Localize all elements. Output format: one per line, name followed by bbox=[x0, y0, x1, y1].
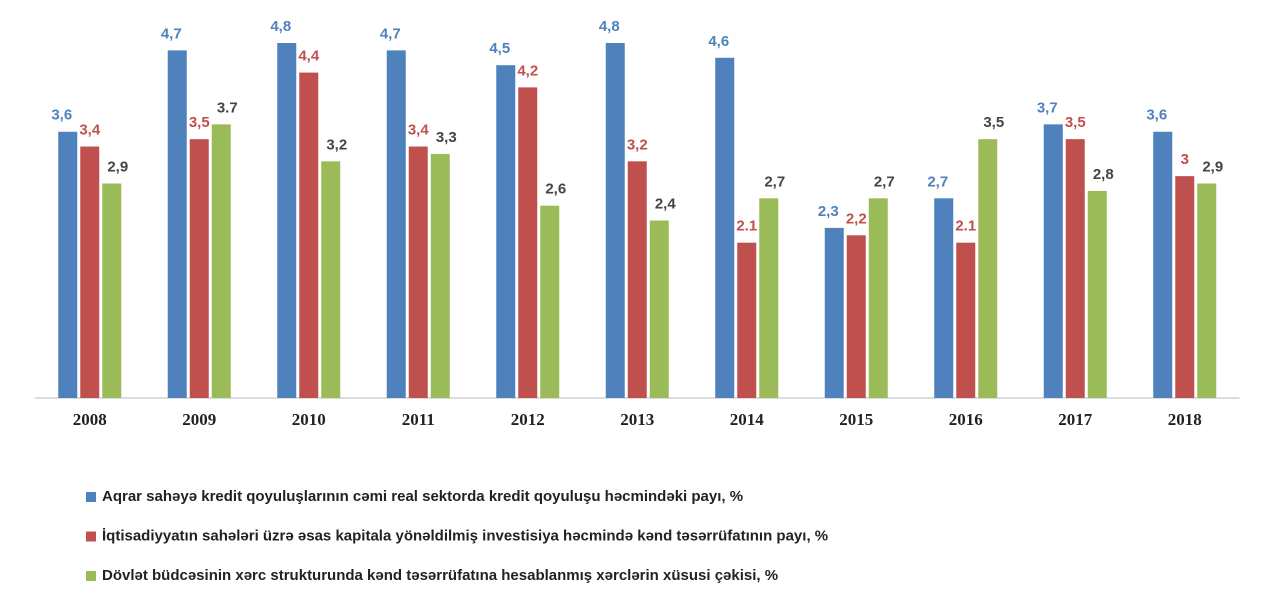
bar bbox=[759, 198, 779, 398]
value-label: 3,3 bbox=[436, 129, 457, 146]
legend-label: Aqrar sahəyə kredit qoyuluşlarının cəmi … bbox=[102, 488, 743, 505]
value-label: 3,4 bbox=[408, 122, 430, 139]
legend-swatch bbox=[86, 571, 96, 581]
x-tick-label: 2016 bbox=[949, 410, 983, 429]
bar bbox=[299, 72, 319, 398]
bar bbox=[934, 198, 954, 398]
value-label: 2,7 bbox=[927, 173, 948, 190]
bar bbox=[1197, 183, 1217, 398]
value-label: 4,7 bbox=[161, 25, 182, 42]
bar bbox=[408, 146, 428, 398]
bar bbox=[430, 153, 450, 398]
value-label: 2,2 bbox=[846, 210, 867, 227]
value-label: 3,6 bbox=[1146, 107, 1167, 124]
value-label: 2,7 bbox=[874, 173, 895, 190]
bar bbox=[1153, 131, 1173, 398]
bar bbox=[102, 183, 122, 398]
value-label: 2,3 bbox=[818, 203, 839, 220]
bar bbox=[277, 43, 297, 398]
bar bbox=[649, 220, 669, 398]
value-label: 2,4 bbox=[655, 195, 677, 212]
value-label: 2.1 bbox=[955, 218, 976, 235]
legend-label: Dövlət büdcəsinin xərc strukturunda kənd… bbox=[102, 567, 778, 584]
bar bbox=[540, 205, 560, 398]
bar bbox=[846, 235, 866, 398]
value-label: 2,8 bbox=[1093, 166, 1114, 183]
value-label: 2.1 bbox=[736, 218, 757, 235]
value-label: 2,9 bbox=[107, 158, 128, 175]
x-tick-label: 2015 bbox=[839, 410, 873, 429]
value-label: 2,9 bbox=[1202, 158, 1223, 175]
bar bbox=[58, 131, 78, 398]
value-label: 4,2 bbox=[517, 62, 538, 79]
bar bbox=[1175, 176, 1195, 398]
legend-label: İqtisadiyyatın sahələri üzrə əsas kapita… bbox=[102, 527, 828, 544]
value-label: 3.7 bbox=[217, 99, 238, 116]
x-tick-label: 2009 bbox=[182, 410, 216, 429]
value-label: 3,7 bbox=[1037, 99, 1058, 116]
legend-swatch bbox=[86, 492, 96, 502]
bar bbox=[868, 198, 888, 398]
x-tick-label: 2013 bbox=[620, 410, 654, 429]
bar bbox=[189, 139, 209, 399]
value-label: 4,8 bbox=[599, 18, 620, 35]
x-tick-label: 2011 bbox=[402, 410, 435, 429]
value-label: 2,7 bbox=[764, 173, 785, 190]
value-label: 3 bbox=[1181, 151, 1189, 168]
bar bbox=[627, 161, 647, 398]
value-label: 2,6 bbox=[545, 181, 566, 198]
bar bbox=[605, 43, 625, 398]
value-label: 3,5 bbox=[189, 114, 210, 131]
legend-swatch bbox=[86, 531, 96, 542]
bar bbox=[978, 139, 998, 399]
bar bbox=[1043, 124, 1063, 399]
x-tick-label: 2014 bbox=[730, 410, 765, 429]
x-tick-label: 2010 bbox=[292, 410, 326, 429]
x-tick-label: 2017 bbox=[1058, 410, 1093, 429]
value-label: 4,7 bbox=[380, 25, 401, 42]
bar bbox=[715, 57, 735, 399]
value-label: 4,8 bbox=[270, 18, 291, 35]
bar bbox=[386, 50, 406, 398]
bar bbox=[211, 124, 231, 399]
x-tick-label: 2018 bbox=[1168, 410, 1202, 429]
x-tick-label: 2012 bbox=[511, 410, 545, 429]
value-label: 4,6 bbox=[708, 33, 729, 50]
value-label: 4,4 bbox=[298, 48, 320, 65]
value-label: 3,4 bbox=[79, 122, 101, 139]
value-label: 3,6 bbox=[51, 107, 72, 124]
bar bbox=[824, 227, 844, 398]
bar bbox=[80, 146, 100, 398]
value-label: 3,2 bbox=[326, 136, 347, 153]
bar bbox=[321, 161, 341, 398]
value-label: 4,5 bbox=[489, 40, 510, 57]
bar bbox=[1065, 139, 1085, 399]
value-label: 3,5 bbox=[1065, 114, 1086, 131]
value-label: 3,2 bbox=[627, 136, 648, 153]
value-label: 3,5 bbox=[983, 114, 1004, 131]
bar bbox=[1087, 190, 1107, 398]
bar bbox=[167, 50, 187, 398]
bar bbox=[496, 65, 516, 398]
bar bbox=[737, 242, 757, 398]
bar bbox=[518, 87, 538, 398]
bar bbox=[956, 242, 976, 398]
x-tick-label: 2008 bbox=[73, 410, 107, 429]
